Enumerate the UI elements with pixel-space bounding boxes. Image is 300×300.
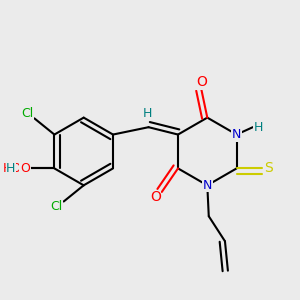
Text: Cl: Cl [50, 200, 62, 213]
Text: O: O [150, 190, 161, 204]
Text: N: N [232, 128, 241, 141]
Text: Cl: Cl [21, 106, 33, 120]
Text: N: N [232, 128, 241, 141]
Text: H: H [6, 162, 16, 175]
Text: O: O [196, 75, 207, 89]
Text: H: H [142, 106, 152, 120]
Text: O: O [20, 162, 30, 175]
Text: N: N [202, 179, 212, 192]
Text: HO: HO [3, 162, 22, 175]
Text: S: S [264, 161, 272, 176]
Text: H: H [254, 121, 263, 134]
